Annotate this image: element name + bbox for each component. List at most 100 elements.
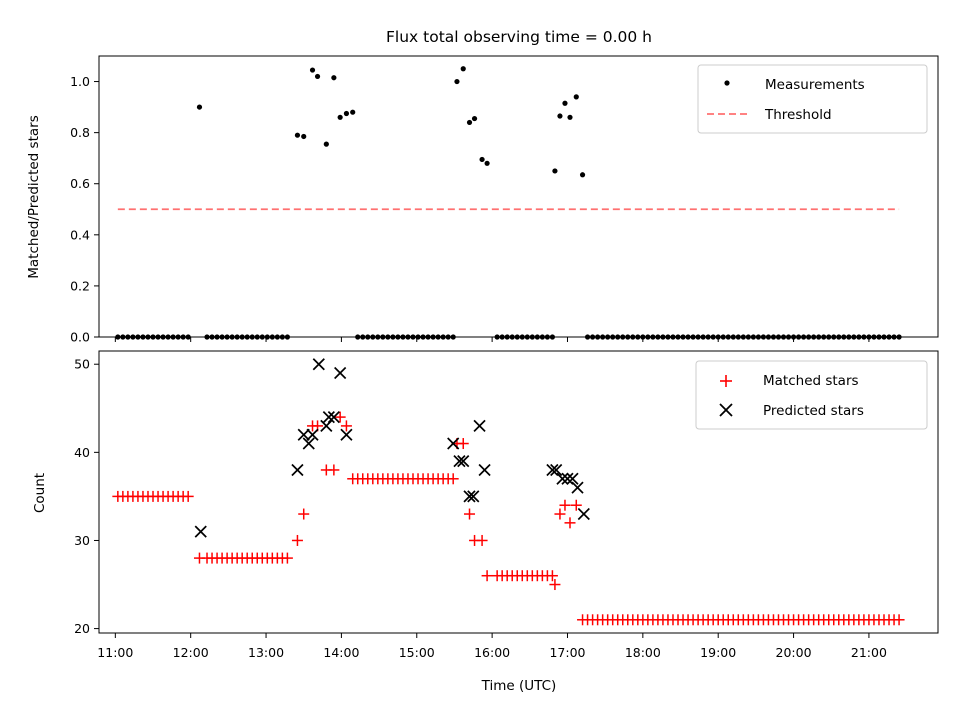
matched-stars-point [298,508,310,520]
predicted-stars-point [297,428,310,441]
matched-stars-point [182,490,194,502]
measurement-point [343,110,350,117]
matched-stars-point [564,517,576,529]
x-tick-label-8: 19:00 [700,645,736,660]
predicted-stars-point [556,472,569,485]
measurement-point [567,114,573,120]
x-tick-label-2: 13:00 [248,645,284,660]
ratio-y-tick-label-4: 0.8 [70,125,90,140]
matched-stars-point [559,499,571,511]
legend-label-threshold: Threshold [764,107,832,123]
matched-stars-point [457,438,469,450]
legend-label-measurements: Measurements [765,77,865,93]
predicted-stars-point [546,463,559,477]
ratio-axes-frame [98,55,939,338]
x-tick-label-4: 15:00 [399,645,435,660]
predicted-stars-point [334,366,347,380]
predicted-stars-point [327,410,340,424]
matched-stars-point [893,614,905,626]
predicted-stars-point [577,507,590,521]
ratio-y-tick-label-3: 0.6 [70,176,90,191]
x-axis-label: Time (UTC) [481,678,557,694]
count-y-tick-label-3: 50 [74,357,90,372]
measurement-point [314,73,321,80]
matched-stars-point [546,570,558,582]
count-y-tick-label-2: 40 [74,445,90,460]
predicted-stars-point [312,358,325,371]
x-tick-label-9: 20:00 [776,645,812,660]
measurement-point [454,78,460,85]
predicted-stars-point [306,428,319,441]
predicted-stars-point [566,472,579,485]
matched-stars-point [281,552,293,564]
matched-stars-point [340,420,352,432]
measurement-point [479,156,485,163]
legend-marker-matched [720,375,732,387]
predicted-stars-point [447,437,460,450]
count-panel: 11:00 12:00 13:00 14:00 15:00 16:00 17:00 18:00… [32,350,939,694]
measurement-point [323,141,329,147]
measurement-point [196,104,203,110]
measurement-point [573,94,579,100]
predicted-stars-point [478,463,491,477]
predicted-stars-point [550,463,563,477]
measurement-point [557,113,563,119]
matched-stars-point [570,499,582,511]
measurement-point [337,114,343,120]
matched-stars-point [334,411,346,423]
x-tick-label-1: 12:00 [173,645,209,660]
count-y-axis-label: Count [32,473,48,513]
predicted-stars-point [571,481,584,494]
predicted-stars-point [467,490,480,503]
measurement-point [471,115,478,122]
predicted-stars-point [561,472,574,485]
x-tick-label-5: 16:00 [474,645,510,660]
predicted-stars-point [463,490,476,503]
measurement-point [466,119,473,126]
ratio-y-tick-label-1: 0.2 [70,278,90,293]
x-tick-label-0: 11:00 [97,645,133,660]
matched-stars-point [549,579,561,591]
measurement-point [562,100,568,106]
legend-label-matched: Matched stars [763,373,859,389]
predicted-stars-point [453,455,466,468]
count-legend: Matched stars Predicted stars [695,360,928,430]
measurement-point [552,168,558,174]
matched-stars-point [554,508,566,520]
ratio-y-tick-label-2: 0.4 [70,227,90,242]
measurement-point [460,66,466,72]
predicted-stars-point [194,525,207,538]
measurement-point [484,160,490,166]
x-tick-label-3: 14:00 [323,645,359,660]
measurement-point [579,172,586,178]
measurement-point [331,75,337,81]
measurement-point [309,67,316,73]
matched-stars-point [481,570,493,582]
ratio-panel: 0.0 0.2 0.4 0.6 0.8 1.0 Matched/Predicted sta… [26,55,939,345]
matched-stars-point [328,464,340,476]
matched-stars-point [291,534,303,546]
predicted-stars-point [473,419,486,433]
count-y-tick-label-0: 20 [74,621,90,636]
predicted-stars-point [322,410,335,424]
predicted-stars-point [457,455,470,468]
legend-label-predicted: Predicted stars [763,403,864,419]
x-tick-label-10: 21:00 [851,645,887,660]
count-legend-box [695,360,928,430]
predicted-stars-point [291,463,304,477]
predicted-stars-point [302,437,315,450]
legend-marker-measurements [724,80,730,86]
ratio-legend: Measurements Threshold [697,64,928,134]
measurement-point [301,133,307,140]
measurement-point [350,109,356,115]
x-tick-label-6: 17:00 [549,645,585,660]
ratio-legend-box [697,64,928,134]
matched-stars-point [447,473,459,485]
legend-marker-predicted [719,403,733,417]
ratio-y-axis-label: Matched/Predicted stars [26,115,42,278]
chart-title: Flux total observing time = 0.00 h [386,28,652,46]
measurement-point [294,132,301,138]
count-axes-frame [98,350,939,634]
ratio-y-tick-label-5: 1.0 [70,74,90,89]
